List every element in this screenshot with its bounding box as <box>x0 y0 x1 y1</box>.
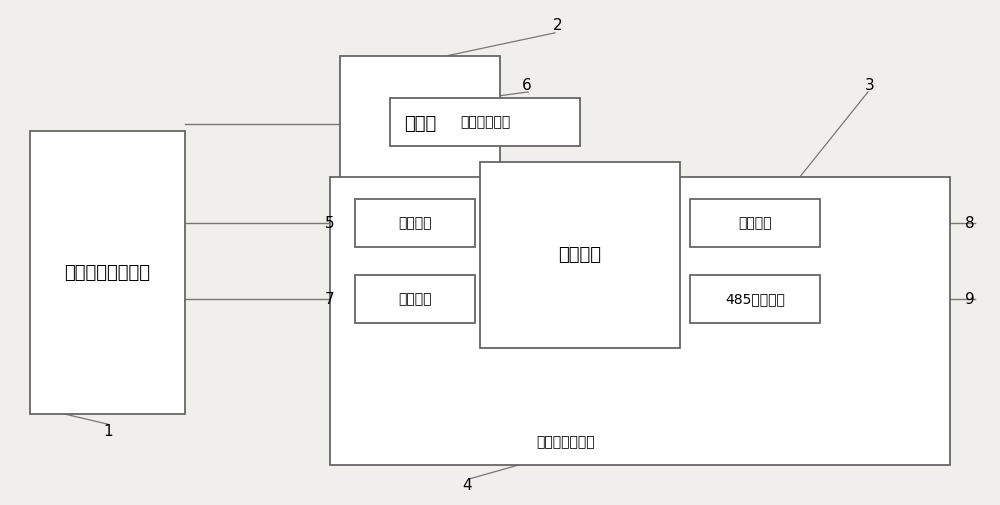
Text: 解密模块: 解密模块 <box>398 217 432 230</box>
Text: 7: 7 <box>325 292 335 307</box>
Bar <box>480 162 680 348</box>
Text: 5: 5 <box>325 216 335 231</box>
Text: 485通信模块: 485通信模块 <box>725 292 785 306</box>
Bar <box>330 177 950 465</box>
Text: 8: 8 <box>965 216 975 231</box>
Text: 4: 4 <box>462 478 472 493</box>
Bar <box>30 131 185 414</box>
Text: 计量芯片模块: 计量芯片模块 <box>460 116 510 129</box>
Text: 主控模块: 主控模块 <box>558 246 602 264</box>
Text: 2: 2 <box>553 18 563 33</box>
Text: 1: 1 <box>103 424 113 439</box>
Text: 加密机: 加密机 <box>404 115 436 133</box>
Text: 3: 3 <box>865 78 875 93</box>
Text: 售电系统的上位机: 售电系统的上位机 <box>64 264 150 282</box>
Text: 9: 9 <box>965 292 975 307</box>
Text: 单相智能电能表: 单相智能电能表 <box>536 435 595 449</box>
Text: 存储模块: 存储模块 <box>398 292 432 306</box>
Text: 6: 6 <box>522 78 532 93</box>
Bar <box>355 275 475 323</box>
Text: 显示模块: 显示模块 <box>738 217 772 230</box>
Bar <box>355 199 475 247</box>
Bar <box>390 98 580 146</box>
Bar <box>690 275 820 323</box>
Bar <box>690 199 820 247</box>
Bar <box>340 56 500 192</box>
